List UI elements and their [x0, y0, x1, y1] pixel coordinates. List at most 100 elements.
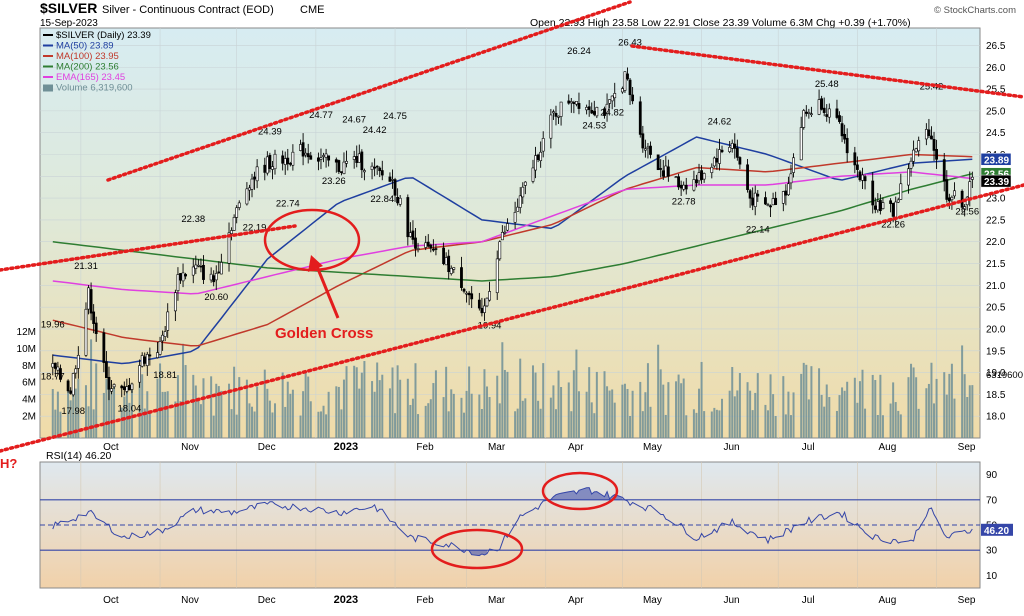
month-label: Jul — [802, 442, 815, 453]
volume-bar — [465, 390, 468, 438]
volume-bar — [567, 382, 570, 438]
candle-up — [273, 153, 277, 170]
volume-bar — [192, 374, 195, 438]
volume-bar — [56, 391, 59, 438]
rsi-oversold-circle — [430, 528, 524, 570]
volume-bar — [894, 402, 897, 438]
candle-down — [764, 197, 767, 205]
volume-bar — [307, 376, 310, 438]
volume-bar — [595, 371, 598, 438]
volume-bar — [907, 377, 910, 438]
candle-up — [950, 196, 954, 201]
candle-down — [378, 167, 382, 172]
volume-bar — [450, 389, 453, 438]
volume-bar — [427, 403, 430, 438]
rsi-value-tag-label: 46.20 — [984, 526, 1009, 537]
price-tick-label: 22.5 — [986, 215, 1006, 226]
volume-bar — [210, 376, 213, 438]
candle-up — [674, 176, 678, 179]
volume-bar — [828, 397, 831, 438]
candle-up — [534, 155, 537, 171]
volume-axis: 2M 4M 6M 8M 10M 12M 6319600 — [17, 327, 1023, 423]
candle-down — [393, 179, 397, 196]
rsi-axis: 103050709046.20 — [981, 470, 1013, 582]
candle-up — [304, 152, 308, 156]
volume-bar — [838, 395, 841, 438]
price-tick-label: 26.0 — [986, 63, 1006, 74]
rsi-month-label: Feb — [416, 595, 434, 606]
candle-up — [702, 173, 706, 180]
candle-down — [666, 166, 670, 177]
volume-bar — [396, 365, 399, 438]
volume-bar — [912, 367, 915, 438]
candle-down — [733, 143, 737, 149]
chart-watermark: © StockCharts.com — [934, 5, 1016, 16]
volume-bar — [805, 364, 808, 438]
candle-up — [912, 149, 915, 162]
golden-cross-label: Golden Cross — [275, 325, 373, 342]
volume-bar — [953, 398, 956, 438]
volume-bar — [769, 374, 772, 438]
volume-bar — [501, 342, 504, 438]
volume-bar — [631, 390, 634, 438]
volume-bar — [411, 398, 414, 438]
volume-bar — [235, 414, 238, 438]
volume-bar — [335, 386, 338, 438]
value-tag-label: 23.89 — [984, 155, 1009, 166]
volume-bar — [182, 343, 185, 438]
volume-bar — [432, 383, 435, 438]
candle-up — [232, 217, 236, 231]
volume-bar — [644, 392, 647, 438]
price-tick-label: 24.5 — [986, 128, 1006, 139]
candle-down — [429, 244, 433, 249]
candle-down — [825, 114, 829, 117]
candle-up — [219, 262, 223, 275]
rsi-month-label: Jun — [724, 595, 740, 606]
candle-down — [871, 180, 875, 206]
candle-down — [268, 154, 272, 169]
volume-tick-label: 6M — [22, 378, 36, 389]
price-point-label: 17.98 — [61, 406, 85, 417]
legend-label-volume: Volume 6,319,600 — [56, 83, 133, 94]
candle-down — [373, 166, 377, 169]
candle-down — [148, 354, 152, 357]
rsi-tick-label: 70 — [986, 495, 998, 506]
candle-up — [503, 231, 507, 234]
volume-bar — [251, 406, 254, 438]
volume-bar — [572, 370, 575, 438]
candle-down — [102, 332, 106, 363]
candle-down — [947, 197, 951, 202]
candle-up — [608, 99, 612, 104]
candle-up — [531, 167, 535, 182]
candle-up — [158, 341, 162, 355]
rsi-tick-label: 10 — [986, 571, 998, 582]
volume-bar — [110, 391, 113, 438]
candle-up — [324, 153, 328, 158]
candle-up — [291, 151, 295, 166]
volume-bar — [557, 370, 560, 438]
candle-down — [306, 153, 310, 158]
volume-bar — [429, 399, 432, 438]
candle-up — [896, 199, 900, 203]
candle-up — [424, 242, 428, 248]
volume-bar — [588, 367, 591, 438]
candle-up — [585, 106, 589, 111]
rsi-month-label: Nov — [181, 595, 199, 606]
volume-bar — [703, 411, 706, 438]
legend-label-price: $SILVER (Daily) 23.39 — [56, 30, 151, 41]
price-point-label: 22.74 — [276, 198, 300, 209]
price-point-label: 24.77 — [309, 110, 333, 121]
candle-up — [452, 267, 456, 270]
candle-up — [907, 168, 910, 186]
volume-bar — [197, 398, 200, 438]
volume-bar — [291, 389, 294, 438]
volume-bar — [590, 402, 593, 438]
volume-bar — [95, 363, 98, 438]
candle-down — [470, 293, 474, 300]
month-label: May — [643, 442, 662, 453]
rsi-month-label: Aug — [878, 595, 896, 606]
volume-bar — [72, 379, 75, 438]
candle-up — [909, 160, 913, 169]
volume-tick-label: 2M — [22, 412, 36, 423]
volume-bar — [925, 388, 928, 438]
